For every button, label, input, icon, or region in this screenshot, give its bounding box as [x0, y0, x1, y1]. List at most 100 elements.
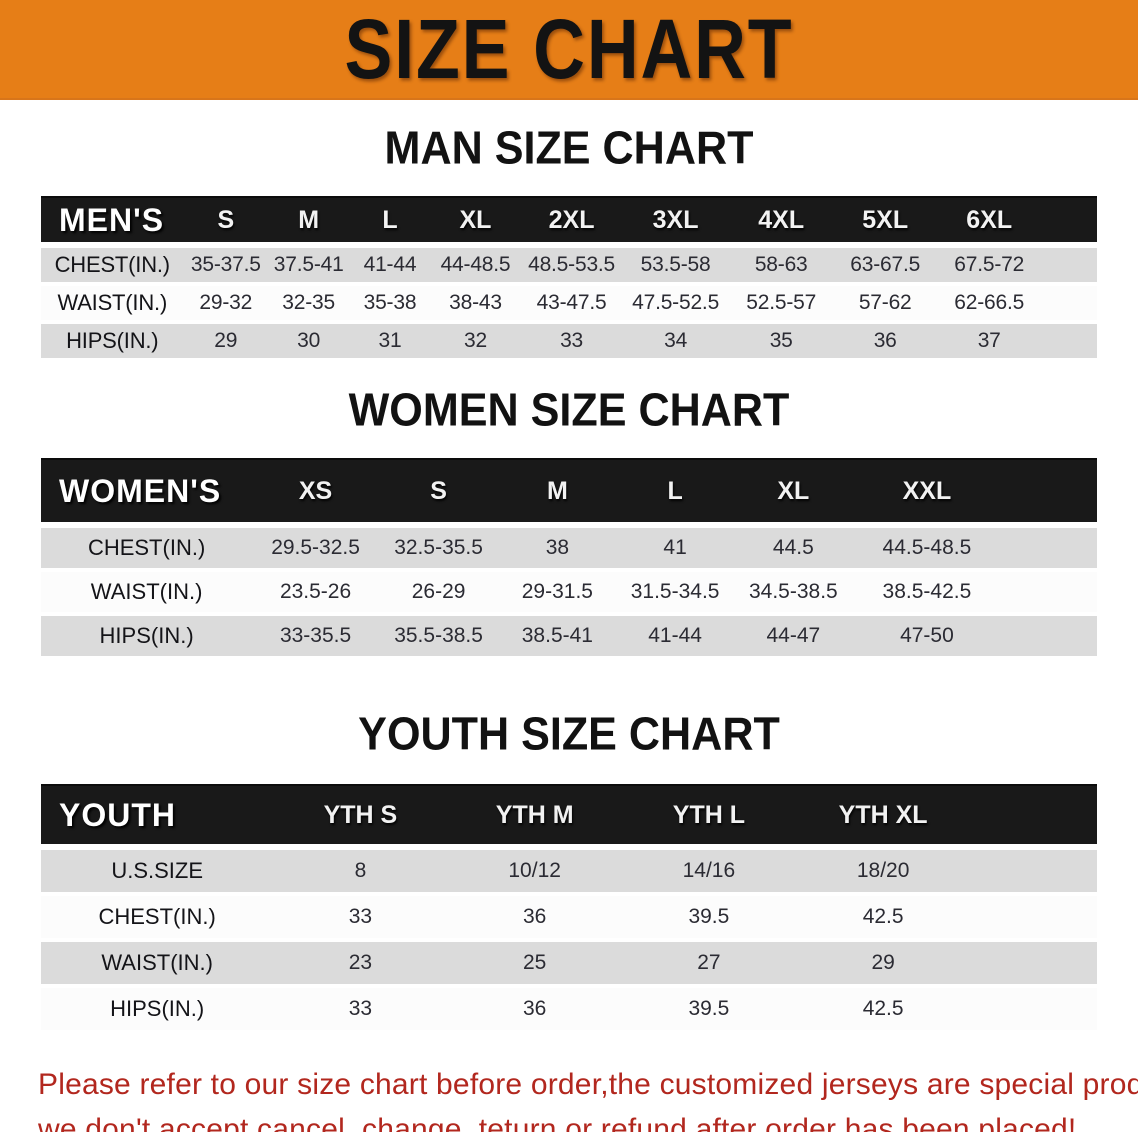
- men-col-header-4xl: 4XL: [758, 205, 805, 234]
- row-label: WAIST(IN.): [90, 579, 203, 604]
- size-value-cell: 30: [297, 329, 321, 352]
- women-row-chest-in: CHEST(IN.) 29.5-32.5 32.5-35.5 38 41 44.5 44.5…: [41, 525, 1097, 570]
- women-section-heading: WOMEN SIZE CHART: [348, 384, 790, 437]
- women-col-header-xxl: XXL: [902, 476, 952, 505]
- size-value-cell: 36: [522, 905, 547, 928]
- size-value-cell: 31.5-34.5: [630, 580, 720, 603]
- men-col-header-s: S: [217, 205, 235, 234]
- men-row-chest-in: CHEST(IN.) 35-37.5 37.5-41 41-44 44-48.5 48.5…: [41, 245, 1097, 284]
- women-col-header-xl: XL: [777, 476, 810, 505]
- size-value-cell: 35-38: [363, 291, 417, 314]
- filler-cell: [970, 894, 1097, 940]
- men-row-hips-in: HIPS(IN.) 29 30 31 32 33 34 35 36 37: [41, 322, 1097, 360]
- size-value-cell: 37.5-41: [273, 253, 344, 276]
- size-value-cell: 39.5: [688, 997, 730, 1020]
- size-value-cell: 36: [873, 329, 897, 352]
- size-value-cell: 44.5: [772, 536, 814, 559]
- size-value-cell: 23.5-26: [279, 580, 352, 603]
- filler-cell: [970, 940, 1097, 986]
- size-value-cell: 8: [354, 859, 367, 882]
- men-col-header-l: L: [382, 205, 398, 234]
- order-policy-note: Please refer to our size chart before or…: [38, 1062, 1138, 1132]
- filler-cell: [1001, 459, 1097, 525]
- size-value-cell: 29-32: [199, 291, 253, 314]
- youth-row-chest-in: CHEST(IN.) 33 36 39.5 42.5: [41, 894, 1097, 940]
- size-value-cell: 48.5-53.5: [528, 253, 616, 276]
- men-col-header-3xl: 3XL: [652, 205, 699, 234]
- size-value-cell: 41-44: [363, 253, 417, 276]
- size-value-cell: 25: [522, 951, 547, 974]
- size-value-cell: 26-29: [411, 580, 466, 603]
- size-value-cell: 41: [663, 536, 687, 559]
- men-header-row: MEN'S S M L XL 2XL 3XL 4XL 5XL 6XL: [41, 197, 1097, 245]
- size-value-cell: 42.5: [862, 905, 904, 928]
- row-label: WAIST(IN.): [57, 290, 168, 315]
- filler-cell: [1001, 525, 1097, 570]
- size-value-cell: 47-50: [900, 624, 954, 647]
- youth-section-heading: YOUTH SIZE CHART: [358, 708, 780, 761]
- men-col-header-xl: XL: [459, 205, 492, 234]
- size-value-cell: 38.5-41: [521, 624, 593, 647]
- men-col-header-6xl: 6XL: [966, 205, 1013, 234]
- women-col-header-l: L: [667, 476, 683, 505]
- size-value-cell: 43-47.5: [536, 291, 607, 314]
- size-value-cell: 38.5-42.5: [882, 580, 972, 603]
- size-value-cell: 53.5-58: [640, 253, 711, 276]
- women-row-hips-in: HIPS(IN.) 33-35.5 35.5-38.5 38.5-41 41-44 44-…: [41, 614, 1097, 658]
- size-value-cell: 32.5-35.5: [394, 536, 483, 559]
- youth-header-row: YOUTH YTH S YTH M YTH L YTH XL: [41, 785, 1097, 847]
- order-policy-line-2: we don't accept cancel, change, teturn o…: [38, 1113, 1077, 1132]
- filler-cell: [1042, 245, 1097, 284]
- size-value-cell: 38: [545, 536, 570, 559]
- size-value-cell: 38-43: [449, 291, 502, 314]
- women-col-header-m: M: [546, 476, 568, 505]
- row-label: CHEST(IN.): [98, 904, 216, 929]
- filler-cell: [1042, 197, 1097, 245]
- size-value-cell: 33: [348, 997, 373, 1020]
- size-value-cell: 63-67.5: [850, 253, 921, 276]
- youth-col-header-yth-m: YTH M: [495, 800, 574, 829]
- row-label: HIPS(IN.): [110, 996, 205, 1021]
- size-value-cell: 27: [697, 951, 721, 974]
- youth-size-table: YOUTH YTH S YTH M YTH L YTH XL U.S.SIZE 8 10/12…: [41, 784, 1097, 1034]
- women-col-header-s: S: [430, 476, 447, 505]
- men-table-title: MEN'S: [59, 201, 165, 238]
- size-value-cell: 18/20: [856, 859, 910, 882]
- row-label: HIPS(IN.): [99, 623, 194, 648]
- size-value-cell: 62-66.5: [954, 291, 1025, 314]
- size-value-cell: 41-44: [648, 624, 702, 647]
- size-value-cell: 29: [871, 951, 895, 974]
- mens-size-table: MEN'S S M L XL 2XL 3XL 4XL 5XL 6XL CHEST(IN.) 35-37…: [41, 196, 1097, 362]
- size-chart-banner: SIZE CHART: [0, 0, 1138, 100]
- men-col-header-2xl: 2XL: [548, 205, 595, 234]
- men-row-waist-in: WAIST(IN.) 29-32 32-35 35-38 38-43 43-47.5 47.…: [41, 284, 1097, 322]
- size-value-cell: 34: [664, 329, 688, 352]
- size-value-cell: 32: [464, 329, 487, 352]
- youth-col-header-yth-s: YTH S: [323, 800, 398, 829]
- banner-title: SIZE CHART: [344, 0, 794, 96]
- women-header-row: WOMEN'S XS S M L XL XXL: [41, 459, 1097, 525]
- size-value-cell: 44-47: [766, 624, 821, 647]
- size-value-cell: 67.5-72: [954, 253, 1025, 276]
- size-value-cell: 29: [214, 329, 238, 352]
- size-value-cell: 52.5-57: [746, 291, 817, 314]
- row-label: U.S.SIZE: [111, 858, 203, 883]
- filler-cell: [970, 847, 1097, 894]
- size-value-cell: 23: [348, 951, 373, 974]
- size-value-cell: 31: [378, 329, 402, 352]
- filler-cell: [1042, 322, 1097, 360]
- size-value-cell: 36: [522, 997, 547, 1020]
- size-value-cell: 29.5-32.5: [271, 536, 360, 559]
- filler-cell: [1042, 284, 1097, 322]
- size-value-cell: 33: [560, 329, 584, 352]
- men-col-header-5xl: 5XL: [862, 205, 909, 234]
- size-value-cell: 42.5: [862, 997, 904, 1020]
- men-col-header-m: M: [298, 205, 320, 234]
- size-value-cell: 58-63: [754, 253, 808, 276]
- row-label: HIPS(IN.): [66, 328, 159, 353]
- size-value-cell: 33-35.5: [279, 624, 352, 647]
- filler-cell: [1001, 614, 1097, 658]
- row-label: WAIST(IN.): [101, 950, 213, 975]
- youth-col-header-yth-xl: YTH XL: [838, 800, 928, 829]
- size-value-cell: 44.5-48.5: [882, 536, 972, 559]
